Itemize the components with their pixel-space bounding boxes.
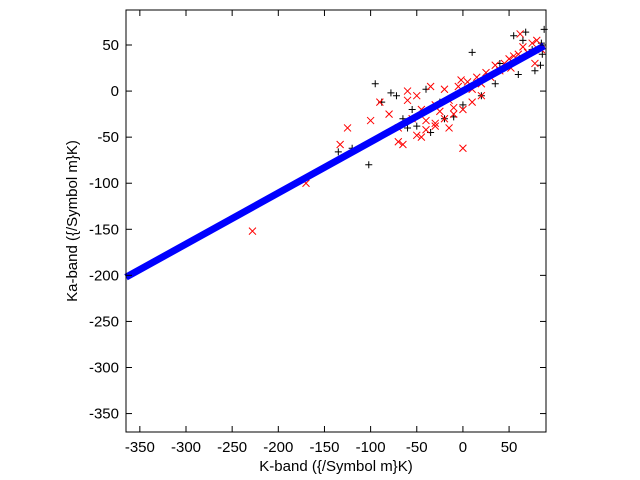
cross-marker-point: [449, 110, 458, 118]
cross-marker-point: [417, 133, 426, 142]
cross-marker-point: [531, 59, 539, 68]
plus-marker-point: [408, 106, 416, 114]
x-tick-label: -100: [356, 439, 386, 456]
cross-marker-point: [336, 140, 345, 149]
x-tick-label: -300: [171, 439, 201, 456]
y-tick-label: -250: [89, 313, 119, 330]
y-tick-label: -100: [89, 175, 119, 192]
y-tick-label: -50: [97, 129, 119, 146]
x-tick-label: -350: [125, 439, 155, 456]
data-marks: [124, 25, 548, 281]
cross-marker-point: [394, 137, 403, 146]
plus-marker-point: [538, 50, 546, 58]
cross-marker-point: [366, 116, 375, 125]
x-axis-label: K-band ({/Symbol m}K): [259, 458, 412, 475]
x-tick-label: -150: [309, 439, 339, 456]
cross-marker-point: [528, 39, 537, 48]
plus-marker-point: [519, 36, 527, 44]
cross-marker-point: [516, 30, 525, 38]
cross-marker-point: [440, 114, 449, 123]
x-tick-label: -250: [217, 439, 247, 456]
cross-marker-point: [422, 116, 430, 125]
x-tick-label: 0: [459, 439, 467, 456]
plus-marker-point: [392, 92, 400, 100]
x-tick-label: -50: [406, 439, 428, 456]
cross-marker-point: [412, 91, 421, 100]
plot-frame: [125, 9, 547, 433]
y-tick-label: 0: [111, 83, 119, 100]
plus-marker-point: [387, 89, 395, 97]
plus-marker-point: [371, 80, 379, 88]
y-tick-label: -300: [89, 360, 119, 377]
plus-marker-point: [413, 122, 421, 130]
cross-marker-point: [403, 96, 412, 105]
y-axis-label: Ka-band ({/Symbol m}K): [64, 140, 81, 302]
cross-marker-point: [403, 87, 412, 95]
cross-marker-point: [435, 107, 444, 116]
x-tick-label: 50: [501, 439, 518, 456]
cross-marker-point: [422, 125, 430, 134]
plus-marker-point: [404, 124, 412, 132]
cross-marker-point: [431, 119, 440, 128]
plus-marker-point: [491, 80, 499, 88]
plus-marker-point: [334, 148, 342, 156]
plus-marker-point: [531, 67, 539, 75]
cross-marker-point: [445, 124, 453, 132]
y-tick-label: -350: [89, 406, 119, 423]
cross-marker-point: [399, 140, 407, 149]
plus-marker-point: [365, 161, 373, 169]
cross-marker-point: [248, 227, 257, 235]
cross-marker-point: [431, 122, 440, 130]
cross-marker-point: [459, 144, 467, 153]
cross-marker-point: [375, 98, 384, 106]
cross-marker-point: [426, 82, 435, 91]
plus-marker-point: [468, 48, 476, 56]
cross-marker-point: [449, 103, 458, 112]
plus-marker-point: [536, 61, 544, 69]
plus-marker-point: [510, 32, 518, 40]
cross-marker-point: [412, 131, 421, 140]
cross-marker-point: [519, 43, 527, 51]
plus-marker-point: [540, 25, 548, 33]
y-tick-label: -150: [89, 221, 119, 238]
plus-marker-point: [522, 28, 530, 36]
plus-marker-point: [514, 70, 522, 78]
cross-marker-point: [491, 61, 500, 70]
cross-marker-point: [477, 91, 486, 100]
plus-marker-point: [459, 101, 467, 109]
axis-ticks: -350 -300 -250 -200 -150 -100 -50 0 50 50 0 -50 -100…: [89, 10, 546, 456]
cross-marker-point: [385, 110, 393, 118]
cross-marker-point: [343, 124, 352, 132]
y-tick-label: 50: [102, 37, 119, 54]
cross-marker-point: [468, 98, 477, 106]
cross-marker-point: [440, 85, 449, 94]
cross-marker-point: [459, 105, 467, 114]
fit-line: [124, 42, 546, 281]
x-tick-label: -200: [263, 439, 293, 456]
cross-marker-point: [457, 76, 465, 84]
y-tick-label: -200: [89, 267, 119, 284]
cross-marker-point: [532, 36, 541, 45]
